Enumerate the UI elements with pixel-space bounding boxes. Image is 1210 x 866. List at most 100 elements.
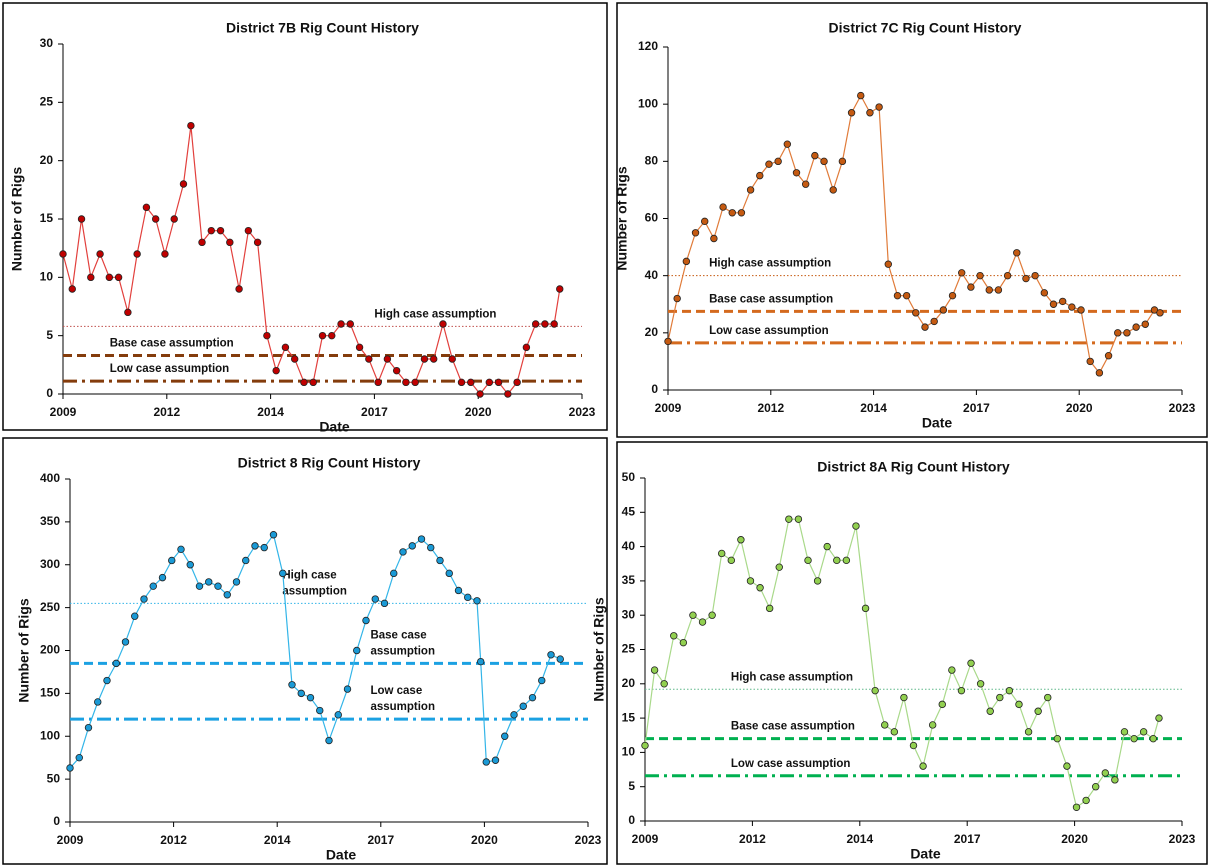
data-point (337, 320, 345, 328)
x-tick-label: 2014 (846, 832, 873, 846)
x-tick-label: 2017 (954, 832, 981, 846)
y-tick-label: 0 (628, 813, 635, 827)
data-point (491, 756, 500, 764)
y-tick-label: 15 (622, 710, 636, 724)
data-point (448, 355, 456, 363)
data-point (884, 260, 892, 268)
data-point (710, 234, 718, 243)
data-point (912, 309, 920, 317)
data-point (309, 378, 317, 387)
y-tick-label: 20 (622, 676, 636, 690)
data-point (842, 556, 851, 565)
data-point (833, 556, 841, 565)
data-point (151, 215, 160, 223)
x-axis-title: Date (319, 419, 350, 435)
data-point (1040, 289, 1049, 297)
y-tick-label: 300 (40, 557, 60, 571)
y-tick-label: 40 (622, 539, 636, 553)
data-point (801, 180, 810, 188)
data-point (938, 700, 946, 709)
panel-frame (616, 441, 1208, 865)
data-point (804, 556, 812, 565)
data-point (1149, 734, 1157, 743)
data-point (297, 689, 305, 698)
data-point (1024, 728, 1033, 736)
data-point (1086, 357, 1094, 366)
reference-label: Base case assumption (709, 293, 833, 305)
data-point (902, 291, 911, 300)
data-point (774, 157, 782, 166)
y-tick-label: 80 (645, 154, 659, 168)
y-axis-title: Number of Rigs (614, 166, 630, 270)
data-point (967, 659, 975, 667)
chart-panel: District 7C Rig Count History Date Number … (614, 2, 1208, 438)
x-tick-label: 2012 (757, 401, 784, 415)
data-point (158, 573, 167, 582)
y-tick-label: 50 (47, 771, 61, 785)
y-tick-label: 45 (622, 504, 636, 518)
data-point (179, 180, 188, 188)
x-tick-label: 2012 (739, 832, 766, 846)
data-point (263, 331, 271, 340)
data-point (226, 238, 234, 247)
x-tick-label: 2012 (153, 405, 180, 419)
y-tick-label: 30 (40, 36, 54, 50)
data-point (1141, 320, 1149, 328)
data-point (948, 666, 956, 674)
data-point (857, 91, 865, 100)
panel-frame (616, 2, 1208, 438)
x-axis-title: Date (922, 415, 953, 431)
data-point (380, 599, 389, 608)
data-point (485, 378, 494, 387)
x-tick-label: 2017 (361, 405, 388, 419)
data-point (59, 250, 67, 258)
data-point (232, 578, 241, 586)
y-tick-label: 0 (53, 814, 60, 828)
data-point (775, 563, 783, 571)
data-point (1123, 329, 1131, 337)
y-tick-label: 0 (651, 382, 658, 396)
data-point (494, 378, 503, 387)
data-point (1031, 271, 1039, 280)
data-point (794, 515, 803, 523)
chart-title: District 8A Rig Count History (817, 459, 1010, 475)
data-point (820, 157, 828, 166)
data-point (187, 121, 195, 130)
data-point (476, 390, 484, 398)
data-point (186, 561, 194, 569)
data-point (1101, 769, 1109, 777)
data-point (728, 209, 736, 217)
x-tick-label: 2020 (1061, 832, 1088, 846)
data-point (698, 618, 707, 626)
y-axis-title: Number of Rigs (9, 167, 25, 271)
reference-label: High case (282, 569, 336, 581)
data-point (318, 331, 327, 340)
data-point (131, 612, 139, 620)
data-point (427, 543, 435, 552)
data-point (746, 186, 755, 194)
data-point (1077, 306, 1085, 314)
x-tick-label: 2020 (465, 405, 492, 419)
data-point (547, 651, 555, 659)
y-tick-label: 50 (622, 470, 636, 484)
data-point (1013, 249, 1021, 257)
data-point (346, 320, 355, 328)
y-tick-label: 400 (40, 471, 60, 485)
data-point (1015, 700, 1023, 709)
data-point (1104, 352, 1113, 360)
x-tick-label: 2017 (367, 833, 394, 847)
data-point (161, 250, 169, 258)
data-point (1034, 707, 1042, 715)
data-point (1114, 329, 1122, 337)
data-point (689, 611, 697, 619)
data-point (75, 753, 83, 762)
data-point (785, 515, 793, 523)
data-point (96, 250, 104, 258)
data-point (847, 109, 856, 117)
data-point (852, 522, 860, 530)
data-point (996, 693, 1004, 702)
data-point (1053, 734, 1062, 743)
reference-label: assumption (282, 585, 347, 597)
reference-label: Low case assumption (731, 758, 851, 770)
y-tick-label: 15 (40, 211, 54, 225)
